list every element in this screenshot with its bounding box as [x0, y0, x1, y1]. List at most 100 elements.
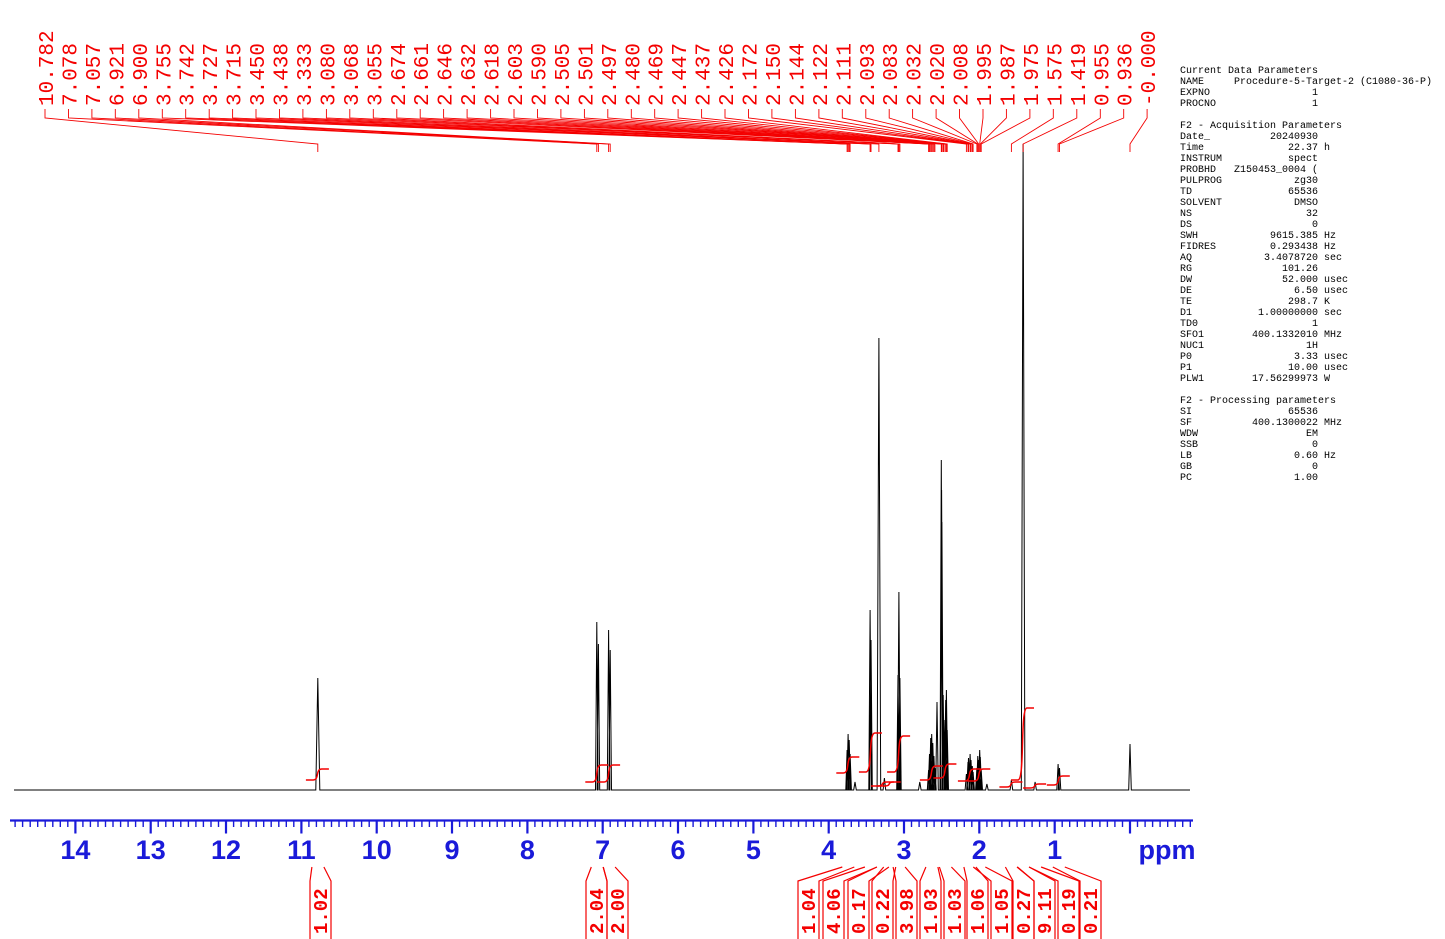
integral-curve [1046, 775, 1070, 786]
integral-value-label: 1.03 [945, 888, 967, 934]
peak-shift-label: 2.505 [553, 43, 576, 106]
x-axis-number: 13 [136, 835, 166, 865]
peak-leader-line [724, 109, 948, 152]
peak-shift-label: 2.603 [506, 43, 529, 106]
peak-leader-line [818, 109, 971, 152]
peak-leader-line [185, 109, 849, 152]
peak-leader-line [279, 109, 872, 152]
peak-shift-label: 7.057 [84, 43, 107, 106]
integral-bracket-left [822, 866, 866, 939]
peak-leader-line [794, 109, 969, 152]
peak-leader-line [466, 109, 933, 152]
integral-value-label: 0.27 [1014, 888, 1036, 934]
parameter-line: SOLVENT DMSO [1180, 198, 1319, 209]
peak-leader-line [513, 109, 935, 152]
peak-leader-line [654, 109, 945, 152]
peak-shift-label: 1.975 [1022, 43, 1045, 106]
integral-bracket-right [323, 866, 332, 939]
peak-shift-label: 2.618 [483, 43, 506, 106]
peak-shift-label: 3.450 [248, 43, 271, 106]
integral-bracket-left [309, 866, 313, 939]
peak-leader-line [396, 109, 930, 152]
parameter-line: DE 6.50 usec [1180, 286, 1349, 297]
integral-bracket-left [585, 866, 592, 939]
integral-bracket-left [797, 866, 843, 939]
x-axis-number: 12 [211, 835, 241, 865]
parameter-line: Date_ 20240930 [1180, 132, 1319, 143]
peak-leader-line [912, 109, 978, 152]
peak-shift-label: 2.646 [436, 43, 459, 106]
peak-shift-label: 3.438 [272, 43, 295, 106]
peak-shift-label: 2.144 [787, 43, 810, 106]
integral-curve [1011, 707, 1034, 781]
integral-bracket-left [1004, 866, 1014, 939]
x-axis-number: 4 [821, 835, 836, 865]
peak-leader-line [302, 109, 880, 152]
peak-leader-line [1010, 109, 1054, 152]
parameters-panel: Current Data Parameters NAME Procedure-5-… [1180, 66, 1445, 484]
peak-shift-label: 2.083 [881, 43, 904, 106]
x-axis-number: 8 [520, 835, 535, 865]
peak-shift-label: 2.008 [952, 43, 975, 106]
parameter-line: PULPROG zg30 [1180, 176, 1319, 187]
parameter-line: TD0 1 [1180, 319, 1319, 330]
peak-shift-label: 2.590 [530, 43, 553, 106]
parameter-line: NS 32 [1180, 209, 1319, 220]
parameter-line: F2 - Acquisition Parameters [1180, 121, 1343, 132]
peak-shift-label: 3.742 [178, 43, 201, 106]
x-axis-number: 1 [1047, 835, 1062, 865]
peak-leader-line [1022, 109, 1078, 152]
spectrum-trace [14, 143, 1190, 791]
integral-value-label: 1.03 [921, 888, 943, 934]
integral-value-label: 1.06 [968, 888, 990, 934]
integral-curve [999, 781, 1023, 788]
peak-leader-line [349, 109, 900, 152]
peak-shift-label: 2.469 [647, 43, 670, 106]
peak-shift-label: 3.080 [318, 43, 341, 106]
peak-leader-line [68, 109, 598, 152]
peak-shift-label: 7.078 [61, 43, 84, 106]
peak-shift-label: 2.122 [811, 43, 834, 106]
integral-bracket-left [1052, 866, 1081, 939]
integral-value-label: 0.21 [1081, 888, 1103, 934]
integral-bracket-right [892, 866, 897, 939]
integral-bracket-left [1016, 866, 1035, 939]
peak-shift-label: 3.715 [225, 43, 248, 106]
integral-bracket-right [904, 866, 918, 939]
parameter-line [1180, 385, 1445, 396]
peak-leader-line [325, 109, 899, 152]
integral-bracket-right [937, 866, 942, 939]
peak-shift-label: 3.333 [295, 43, 318, 106]
parameter-line: TE 298.7 K [1180, 297, 1331, 308]
integral-value-label: 0.22 [873, 888, 895, 934]
peak-shift-label: 1.995 [975, 43, 998, 106]
integral-bracket-right [614, 866, 629, 939]
peak-shift-label: 2.632 [459, 43, 482, 106]
peak-leader-line [161, 109, 848, 152]
peak-shift-label: 3.055 [365, 43, 388, 106]
integral-value-label: 1.04 [799, 888, 821, 934]
integral-bracket-left [919, 866, 927, 939]
peak-leader-line [701, 109, 947, 152]
peak-leader-line [771, 109, 969, 152]
peak-shift-label: 2.437 [694, 43, 717, 106]
peak-shift-label: 2.150 [764, 43, 787, 106]
peak-shift-label: 10.782 [37, 30, 60, 106]
integral-value-label: 2.04 [587, 888, 609, 934]
integral-bracket-left [892, 866, 897, 939]
peak-shift-label: 2.674 [389, 43, 412, 106]
peak-leader-line [372, 109, 901, 152]
x-axis-number: 9 [444, 835, 459, 865]
peak-leader-line [232, 109, 851, 152]
parameter-line: P1 10.00 usec [1180, 363, 1349, 374]
peak-shift-label: 1.987 [998, 43, 1021, 106]
integral-curve [585, 764, 609, 783]
parameter-line: EXPNO 1 [1180, 88, 1319, 99]
parameter-line: D1 1.00000000 sec [1180, 308, 1343, 319]
parameter-line: Current Data Parameters [1180, 66, 1319, 77]
integral-value-label: 0.17 [849, 888, 871, 934]
x-axis-unit-label: ppm [1139, 835, 1196, 865]
peak-shift-label: 2.501 [576, 43, 599, 106]
peak-leader-line [537, 109, 936, 152]
